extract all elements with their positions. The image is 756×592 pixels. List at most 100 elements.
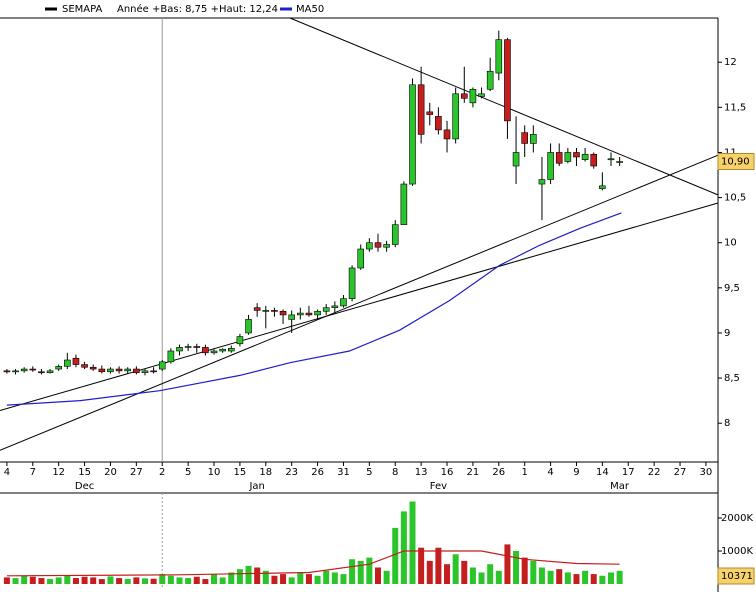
volume-bar bbox=[21, 575, 28, 585]
candle-body bbox=[133, 368, 140, 373]
y-tick-label: 12 bbox=[724, 57, 737, 68]
candle-body bbox=[279, 310, 287, 316]
x-tick-label: 4 bbox=[4, 467, 10, 478]
volume-bar bbox=[495, 570, 502, 585]
candle-body bbox=[115, 368, 123, 372]
y-tick-label: 9,5 bbox=[724, 283, 740, 294]
candle-body bbox=[521, 132, 528, 144]
month-label: Dec bbox=[75, 481, 94, 492]
candle-body bbox=[391, 224, 399, 245]
x-tick-label: 14 bbox=[596, 467, 609, 478]
candle-body bbox=[167, 350, 175, 363]
y-tick-label: 10,5 bbox=[724, 193, 746, 204]
volume-bar bbox=[599, 575, 606, 585]
candle-body bbox=[20, 368, 28, 372]
volume-bar bbox=[469, 567, 476, 585]
volume-bar bbox=[452, 554, 459, 585]
candle-body bbox=[400, 183, 408, 225]
month-label: Fev bbox=[430, 481, 447, 492]
candle-body bbox=[322, 307, 330, 312]
volume-bar bbox=[38, 578, 45, 585]
x-tick-label: 23 bbox=[285, 467, 298, 478]
candle-body bbox=[417, 84, 425, 135]
x-tick-label: 26 bbox=[311, 467, 324, 478]
x-tick-label: 27 bbox=[674, 467, 687, 478]
candle-body bbox=[236, 336, 244, 345]
candle-body bbox=[409, 84, 416, 185]
x-tick-label: 15 bbox=[78, 467, 91, 478]
volume-bar bbox=[357, 560, 364, 585]
candle-body bbox=[64, 359, 71, 367]
ma-line bbox=[6, 212, 622, 406]
volume-tick-label: 1000K bbox=[721, 546, 753, 557]
candle-body bbox=[3, 370, 11, 373]
y-tick-label: 11 bbox=[724, 147, 737, 158]
last-volume-box bbox=[717, 567, 755, 585]
volume-bar bbox=[64, 575, 71, 585]
volume-bar bbox=[331, 572, 338, 585]
legend-entry: SEMAPA bbox=[62, 4, 103, 15]
candle-body bbox=[55, 366, 62, 370]
x-tick-label: 15 bbox=[234, 467, 247, 478]
candle-body bbox=[150, 370, 157, 373]
volume-bar bbox=[98, 579, 105, 585]
volume-bar bbox=[418, 547, 425, 585]
volume-bar bbox=[176, 577, 183, 585]
volume-bar bbox=[219, 577, 226, 585]
volume-ma-line bbox=[6, 550, 620, 577]
volume-bar bbox=[521, 557, 528, 585]
candle-body bbox=[538, 179, 546, 185]
volume-bar bbox=[513, 550, 520, 585]
x-tick-label: 13 bbox=[415, 467, 428, 478]
candle-body bbox=[616, 161, 623, 163]
volume-bar bbox=[340, 574, 347, 585]
volume-bar bbox=[547, 570, 554, 585]
candle-body bbox=[357, 248, 365, 269]
candle-body bbox=[210, 350, 218, 354]
candle-body bbox=[383, 244, 390, 248]
volume-bar bbox=[288, 577, 295, 585]
candle-body bbox=[158, 361, 166, 370]
y-tick-label: 8 bbox=[724, 418, 730, 429]
volume-bar bbox=[573, 574, 580, 585]
candle-body bbox=[564, 152, 572, 162]
x-tick-label: 12 bbox=[52, 467, 65, 478]
volume-bar bbox=[616, 570, 623, 585]
volume-bar bbox=[271, 575, 278, 585]
candle-body bbox=[253, 307, 261, 311]
volume-bar bbox=[349, 559, 356, 585]
candle-body bbox=[443, 129, 451, 140]
x-tick-label: 9 bbox=[573, 467, 579, 478]
candle-body bbox=[262, 310, 270, 312]
candle-body bbox=[495, 39, 503, 74]
volume-bar bbox=[538, 567, 545, 585]
volume-bar bbox=[590, 574, 597, 585]
volume-bar bbox=[193, 576, 200, 585]
volume-bar bbox=[81, 576, 88, 585]
candle-body bbox=[555, 152, 563, 164]
candle-body bbox=[366, 242, 373, 250]
candle-body bbox=[581, 153, 589, 160]
volume-bar bbox=[211, 574, 218, 585]
candle-body bbox=[607, 158, 615, 161]
x-tick-label: 8 bbox=[392, 467, 398, 478]
candle-body bbox=[245, 319, 252, 334]
candle-body bbox=[219, 348, 226, 352]
x-tick-label: 7 bbox=[30, 467, 36, 478]
candle-body bbox=[227, 347, 235, 352]
volume-bar bbox=[72, 578, 79, 585]
candle-body bbox=[38, 371, 45, 374]
volume-bar bbox=[383, 570, 390, 585]
x-tick-label: 26 bbox=[492, 467, 505, 478]
y-tick-label: 9 bbox=[724, 328, 730, 339]
x-tick-label: 22 bbox=[648, 467, 661, 478]
x-tick-label: 18 bbox=[259, 467, 272, 478]
volume-bar bbox=[29, 576, 36, 585]
x-tick-label: 20 bbox=[104, 467, 117, 478]
volume-bar bbox=[185, 578, 192, 585]
volume-bar bbox=[228, 572, 235, 585]
candle-body bbox=[590, 153, 598, 167]
legend-entry: MA50 bbox=[296, 4, 324, 15]
